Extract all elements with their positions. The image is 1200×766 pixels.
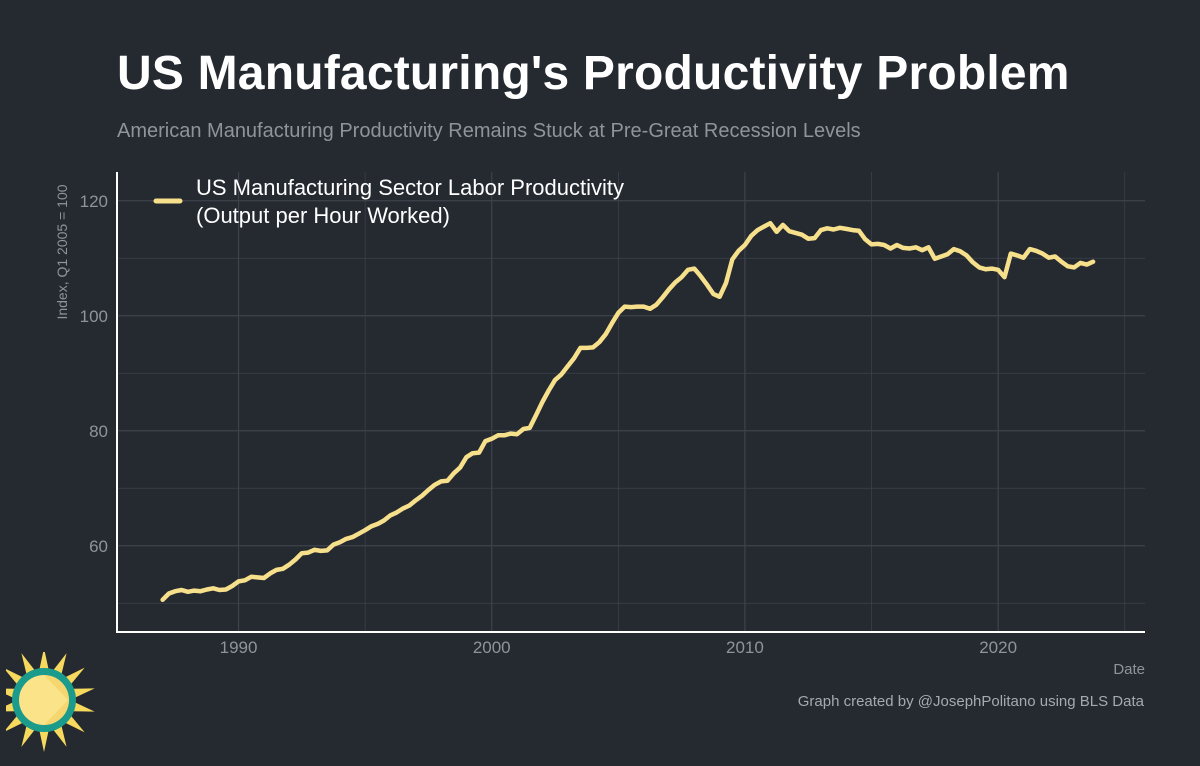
y-axis-label: Index, Q1 2005 = 100	[54, 184, 70, 319]
sun-ray	[52, 724, 67, 747]
legend: US Manufacturing Sector Labor Productivi…	[153, 175, 624, 228]
legend-label: US Manufacturing Sector Labor Productivi…	[196, 175, 624, 200]
legend-label: (Output per Hour Worked)	[196, 203, 450, 228]
x-tick-label: 2000	[473, 638, 511, 657]
y-tick-label: 120	[80, 192, 108, 211]
series-layer	[160, 220, 1096, 603]
axes	[116, 172, 1145, 633]
sun-ray	[39, 652, 49, 671]
sun-icon	[6, 652, 95, 752]
sun-ray	[71, 688, 95, 699]
sun-shade	[44, 675, 69, 725]
y-tick-label: 60	[89, 537, 108, 556]
x-tick-label: 1990	[220, 638, 258, 657]
source-credit: Graph created by @JosephPolitano using B…	[797, 693, 1144, 710]
grid-lines	[117, 172, 1145, 632]
chart-title: US Manufacturing's Productivity Problem	[117, 47, 1070, 100]
x-tick-label: 2020	[979, 638, 1017, 657]
sun-ray	[71, 701, 95, 712]
y-tick-label: 80	[89, 422, 108, 441]
sun-ray	[21, 724, 36, 747]
tick-labels: 1990 2000 2010 2020 60 80 100 120	[80, 192, 1017, 657]
series-line-manufacturing-productivity	[160, 220, 1096, 603]
x-axis-label: Date	[1113, 661, 1145, 678]
sun-ray	[52, 653, 67, 676]
y-tick-label: 100	[80, 307, 108, 326]
sun-ray	[39, 729, 49, 752]
chart-subtitle: American Manufacturing Productivity Rema…	[117, 120, 861, 142]
x-tick-label: 2010	[726, 638, 764, 657]
sun-ray	[21, 653, 36, 676]
